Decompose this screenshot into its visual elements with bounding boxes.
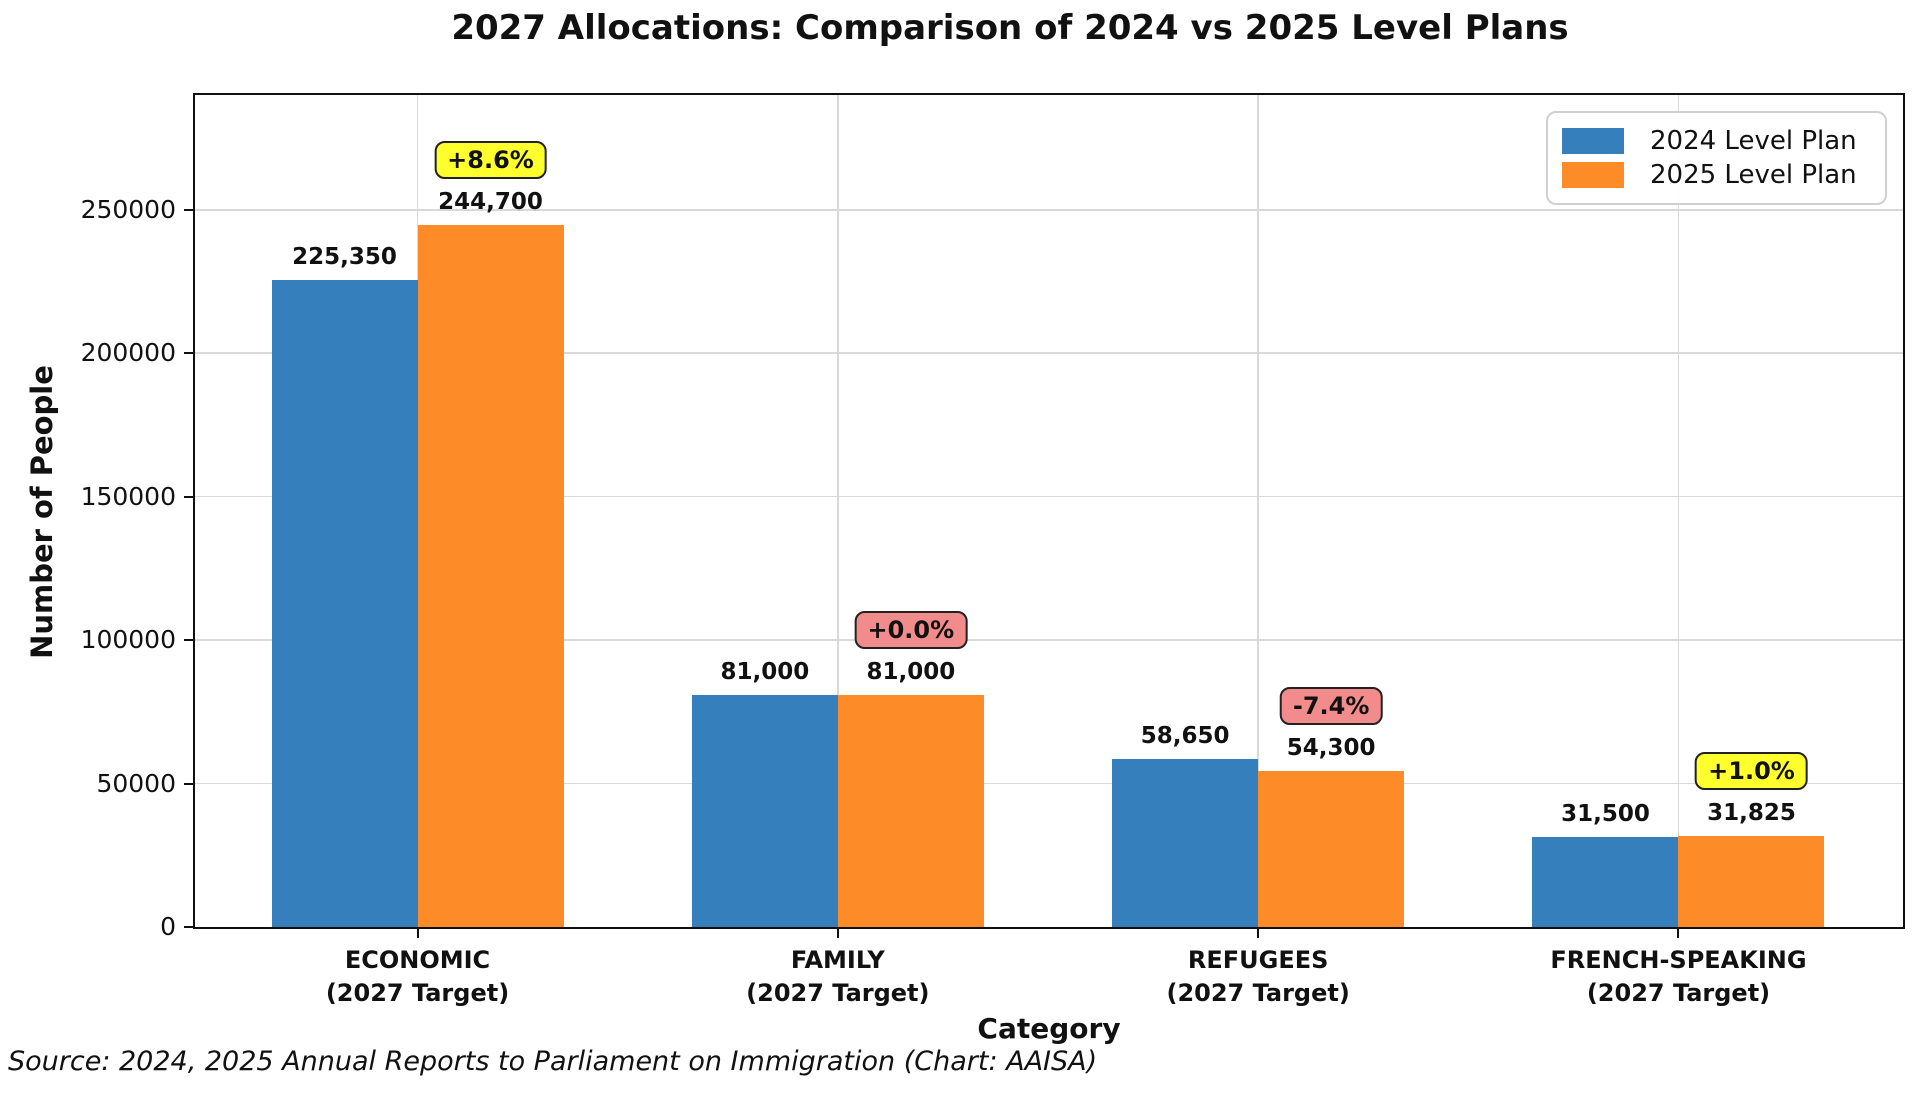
- gridline-horizontal: [195, 352, 1903, 354]
- category-label: ECONOMIC (2027 Target): [326, 944, 509, 1010]
- y-tick-mark: [184, 208, 193, 211]
- category-name: FRENCH-SPEAKING: [1550, 946, 1807, 974]
- y-tick-label: 0: [160, 912, 176, 941]
- chart-title: 2027 Allocations: Comparison of 2024 vs …: [451, 8, 1569, 48]
- pct-change-badge: +8.6%: [434, 140, 547, 179]
- y-axis-title: Number of People: [25, 365, 59, 659]
- y-tick-mark: [184, 926, 193, 928]
- category-subtitle: (2027 Target): [1166, 979, 1350, 1007]
- category-label: FAMILY (2027 Target): [746, 944, 929, 1010]
- bar-value-label: 81,000: [720, 658, 810, 685]
- legend: 2024 Level Plan 2025 Level Plan: [1546, 111, 1887, 205]
- gridline-horizontal: [195, 209, 1903, 211]
- y-tick-label: 50000: [96, 768, 176, 798]
- y-tick-mark: [184, 639, 193, 642]
- bar-value-label: 54,300: [1286, 735, 1376, 762]
- legend-label: 2024 Level Plan: [1650, 126, 1857, 156]
- bar-2025: [837, 694, 984, 927]
- source-note: Source: 2024, 2025 Annual Reports to Par…: [8, 1046, 1098, 1077]
- category-subtitle: (2027 Target): [1586, 979, 1771, 1007]
- bar-value-label: 225,350: [292, 244, 397, 271]
- gridline-horizontal: [195, 495, 1903, 498]
- pct-change-badge-text: +8.6%: [434, 140, 547, 179]
- bar-value-label: 244,700: [438, 188, 543, 215]
- pct-change-badge: +1.0%: [1695, 751, 1808, 790]
- plot-area: 225,350 244,700 +8.6% 81,000 81,000 +0.0% 58,6…: [193, 93, 1905, 929]
- gridline-vertical: [1257, 95, 1259, 927]
- pct-change-badge: +0.0%: [854, 610, 968, 649]
- y-tick-mark: [184, 495, 193, 498]
- gridline-horizontal: [195, 782, 1903, 785]
- pct-change-badge: -7.4%: [1279, 687, 1383, 726]
- pct-change-badge-text: +0.0%: [854, 610, 968, 649]
- bar-2024: [1112, 758, 1259, 927]
- bar-2025: [417, 224, 564, 927]
- category-label: FRENCH-SPEAKING (2027 Target): [1550, 944, 1806, 1010]
- x-tick-mark: [836, 929, 839, 938]
- category-label: REFUGEES (2027 Target): [1166, 944, 1349, 1010]
- x-tick-mark: [1257, 929, 1260, 938]
- bar-2024: [1532, 836, 1679, 927]
- legend-item: 2024 Level Plan: [1562, 126, 1871, 156]
- bar-value-label: 58,650: [1140, 722, 1230, 749]
- bar-value-label: 81,000: [866, 658, 956, 685]
- gridline-vertical: [837, 95, 839, 927]
- category-name: FAMILY: [790, 946, 885, 974]
- y-tick-label: 250000: [80, 194, 176, 224]
- bar-2025: [1678, 835, 1825, 927]
- legend-label: 2025 Level Plan: [1650, 160, 1857, 190]
- bar-value-label: 31,825: [1707, 799, 1796, 826]
- legend-swatch: [1562, 162, 1624, 188]
- pct-change-badge-text: +1.0%: [1695, 751, 1808, 790]
- y-tick-label: 100000: [80, 625, 176, 655]
- legend-item: 2025 Level Plan: [1562, 160, 1871, 190]
- legend-swatch: [1562, 128, 1624, 154]
- category-name: REFUGEES: [1187, 946, 1329, 974]
- category-subtitle: (2027 Target): [325, 979, 510, 1007]
- x-tick-mark: [1677, 929, 1680, 938]
- category-subtitle: (2027 Target): [746, 979, 930, 1007]
- y-tick-mark: [184, 782, 193, 785]
- y-tick-label: 150000: [80, 481, 176, 511]
- bar-value-label: 31,500: [1561, 800, 1650, 827]
- category-name: ECONOMIC: [344, 946, 491, 974]
- y-tick-mark: [184, 352, 193, 355]
- bar-2024: [271, 280, 418, 927]
- bar-2025: [1258, 771, 1405, 927]
- bar-2024: [691, 694, 838, 927]
- gridline-vertical: [1677, 95, 1680, 927]
- gridline-horizontal: [195, 639, 1903, 641]
- y-tick-label: 200000: [80, 338, 176, 368]
- x-tick-mark: [416, 929, 419, 938]
- pct-change-badge-text: -7.4%: [1279, 687, 1383, 726]
- x-axis-title: Category: [977, 1012, 1121, 1045]
